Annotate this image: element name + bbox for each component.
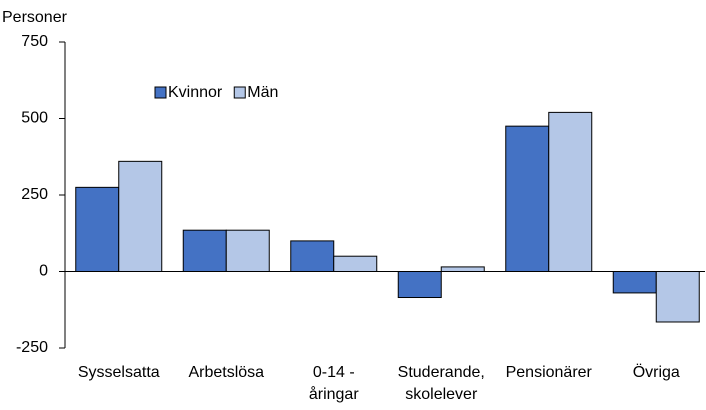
x-tick-label: 0-14 - åringar (308, 364, 359, 403)
bar (655, 271, 700, 323)
x-tick-label: Pensionärer (505, 364, 592, 381)
legend-swatch (233, 86, 246, 99)
y-tick-label: 500 (21, 110, 48, 127)
bar (333, 255, 378, 273)
x-tick-label: Arbetslösa (188, 364, 265, 381)
bar (75, 186, 120, 273)
x-tick-label: Sysselsatta (77, 364, 160, 381)
bar (225, 229, 270, 273)
x-tick-label: Övriga (632, 364, 680, 381)
legend-label: Kvinnor (168, 84, 223, 101)
y-tick-label: 0 (39, 263, 48, 280)
bar (612, 271, 657, 294)
legend-swatch (154, 86, 167, 99)
bar (440, 266, 485, 273)
bar (290, 240, 335, 272)
x-tick-label: Studerande, skolelever (397, 364, 485, 403)
y-tick-label: -250 (16, 339, 48, 356)
bar (548, 111, 593, 272)
bar (118, 160, 163, 272)
y-tick-label: 250 (21, 186, 48, 203)
legend-label: Män (247, 84, 278, 101)
y-axis-label: Personer (2, 9, 68, 26)
bar (182, 229, 227, 273)
bar (397, 271, 442, 299)
y-tick-label: 750 (21, 33, 48, 50)
bar (505, 125, 550, 273)
